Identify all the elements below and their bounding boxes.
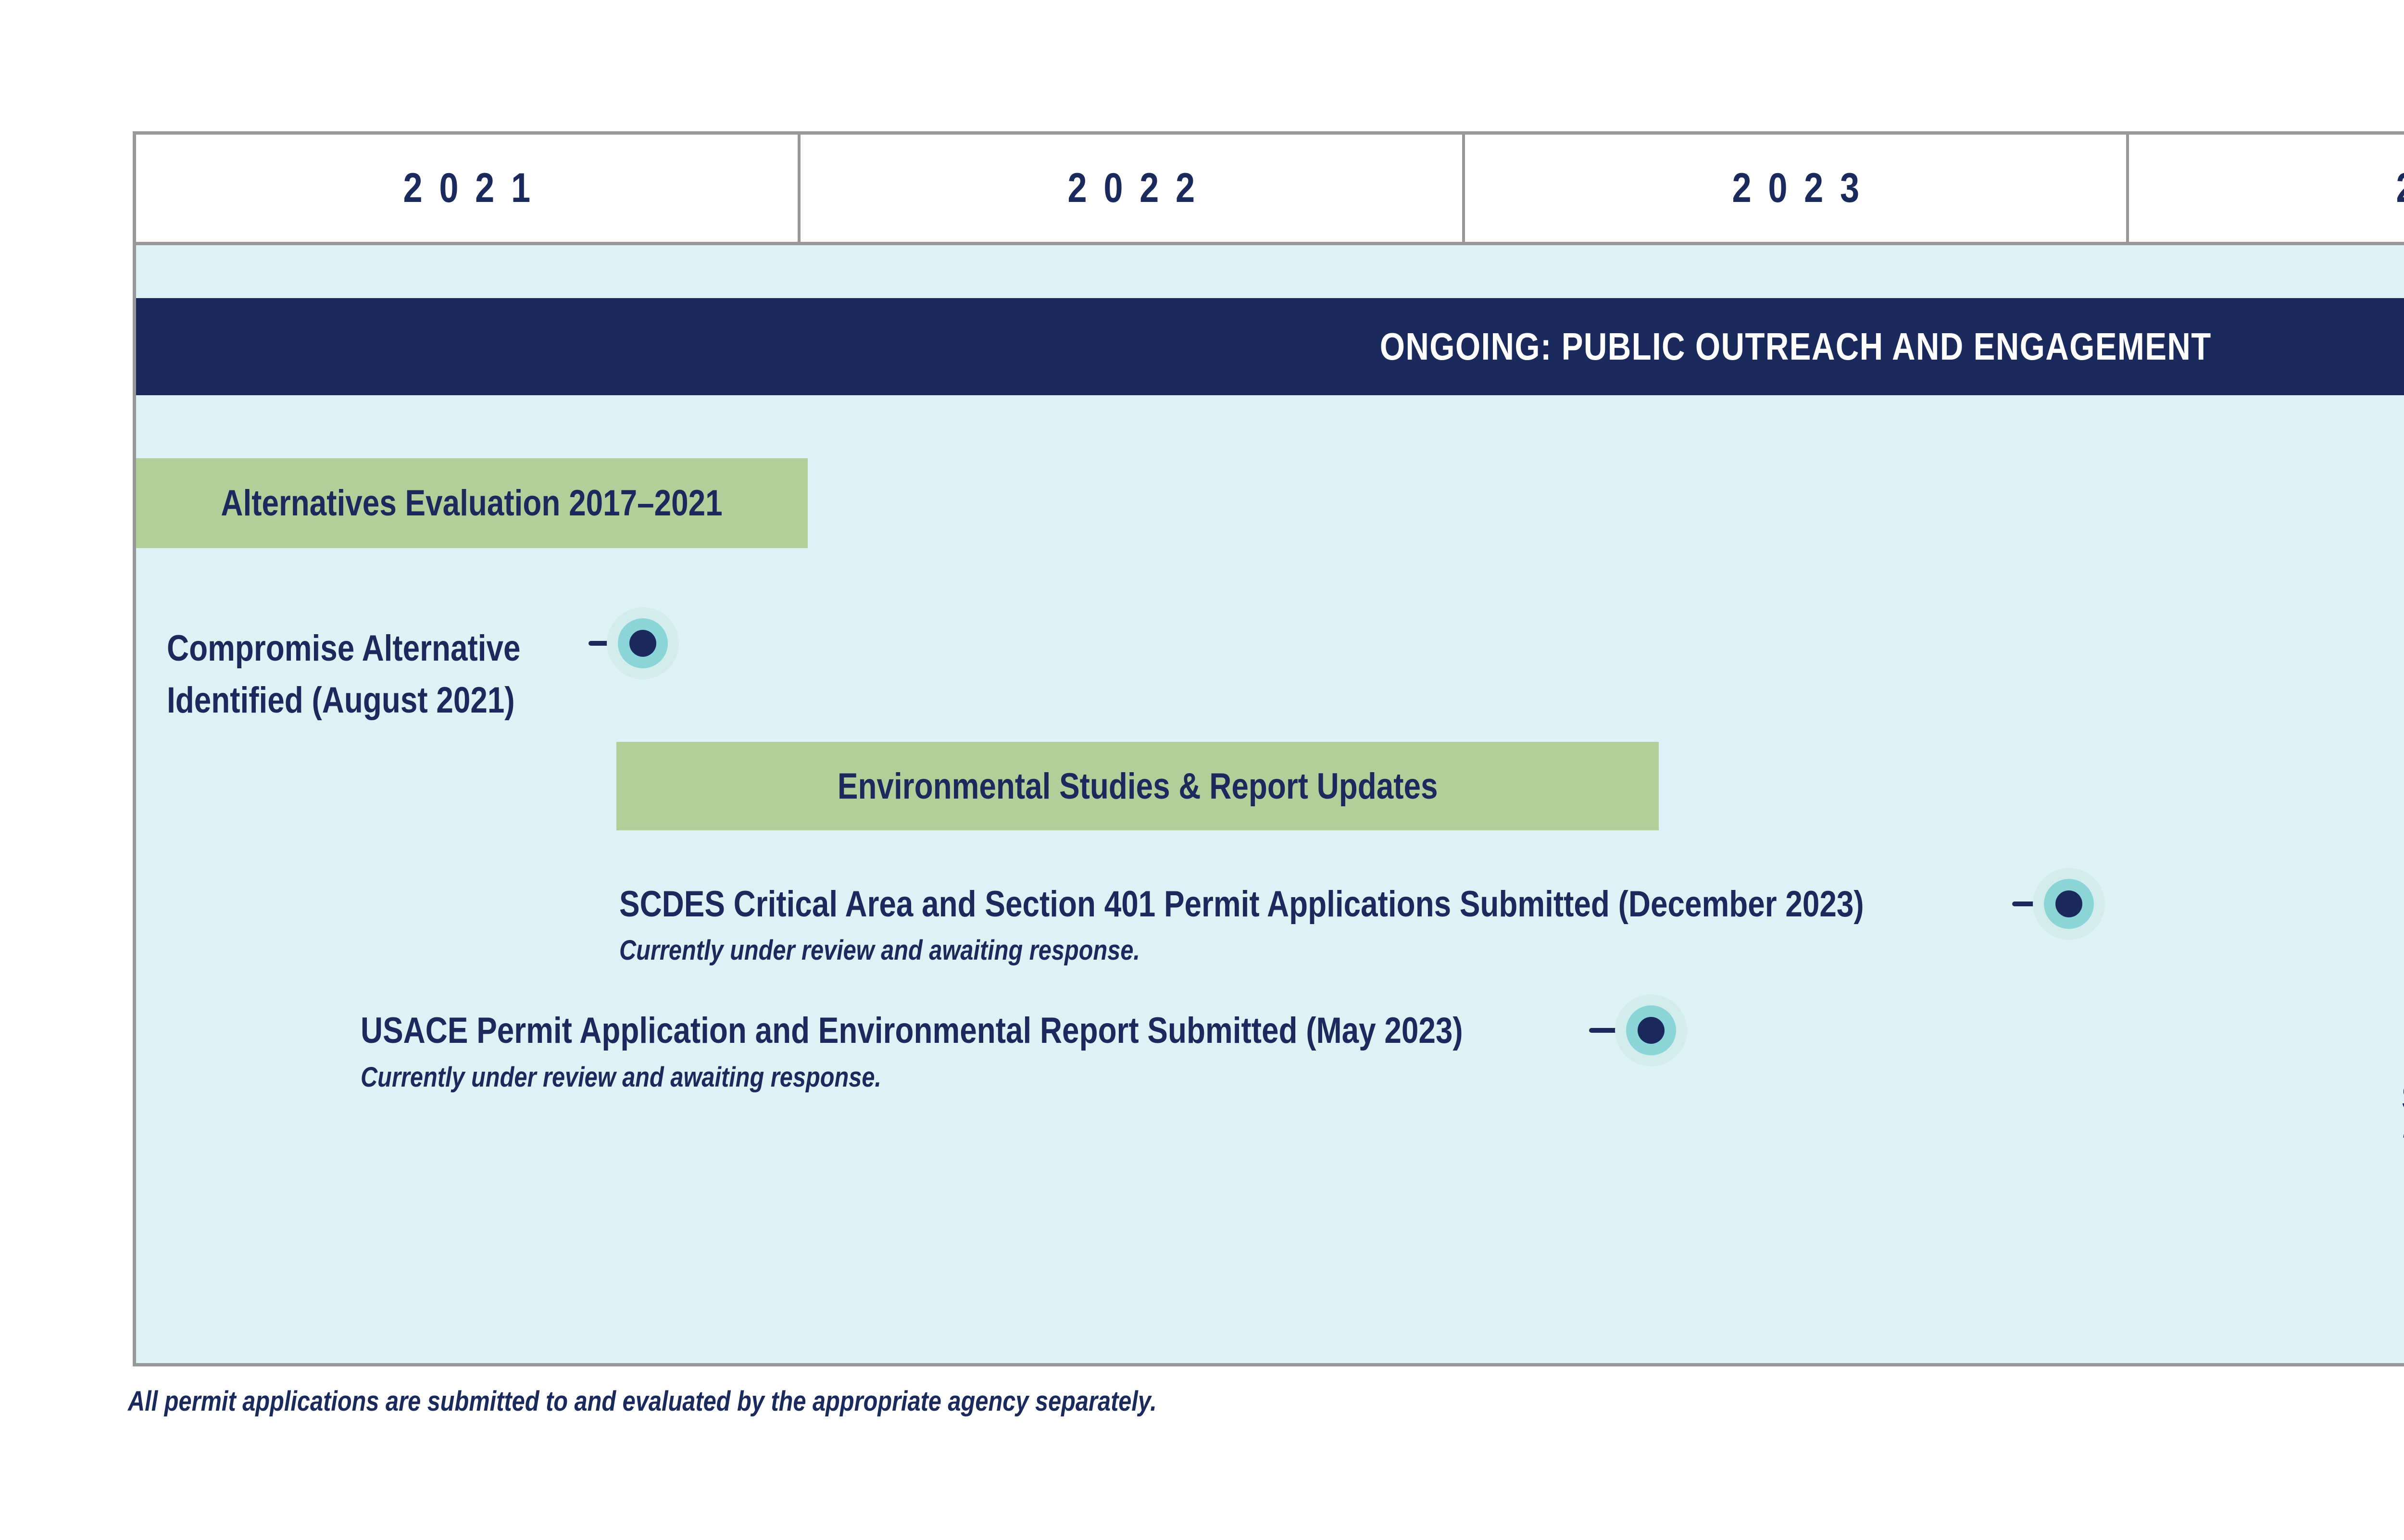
- footnote: All permit applications are submitted to…: [128, 1388, 1352, 1415]
- year-cell-2022: 2022: [797, 135, 1462, 242]
- dot-core: [2055, 890, 2082, 917]
- year-label-2023: 2023: [1732, 165, 1876, 211]
- milestone-scdes401-dot-icon: [2033, 868, 2105, 940]
- ongoing-outreach-banner: ONGOING: PUBLIC OUTREACH AND ENGAGEMENT: [136, 298, 2404, 395]
- bar-alternatives-evaluation-label: Alternatives Evaluation 2017–2021: [221, 483, 723, 524]
- milestone-npdes-note: To be submitted.: [2402, 1131, 2404, 1159]
- milestone-usace-title: USACE Permit Application and Environment…: [361, 1010, 1463, 1051]
- timeline-panel: ONGOING: PUBLIC OUTREACH AND ENGAGEMENT …: [133, 245, 2404, 1366]
- bar-alternatives-evaluation: Alternatives Evaluation 2017–2021: [136, 458, 808, 548]
- year-label-2022: 2022: [1067, 165, 1212, 211]
- milestone-compromise-line1: Compromise Alternative: [167, 628, 521, 669]
- year-cell-2024: 2024: [2126, 135, 2404, 242]
- year-axis-header: 2021 2022 2023 2024 2025: [133, 131, 2404, 245]
- milestone-usace-note: Currently under review and awaiting resp…: [361, 1062, 881, 1093]
- bar-environmental-studies-label: Environmental Studies & Report Updates: [837, 765, 1438, 807]
- year-label-2024: 2024: [2379, 164, 2404, 212]
- milestone-compromise-line2: Identified (August 2021): [167, 680, 515, 721]
- milestone-compromise-title: Compromise Alternative Identified (Augus…: [167, 623, 588, 726]
- dot-core: [1638, 1017, 1665, 1044]
- bar-environmental-studies: Environmental Studies & Report Updates: [616, 742, 1659, 830]
- milestone-usace-dot-icon: [1615, 994, 1687, 1066]
- milestone-compromise-dot-icon: [607, 607, 679, 679]
- ongoing-outreach-banner-label: ONGOING: PUBLIC OUTREACH AND ENGAGEMENT: [1379, 325, 2212, 368]
- year-label-2021: 2021: [403, 165, 547, 211]
- milestone-scdes401-note: Currently under review and awaiting resp…: [619, 935, 1140, 966]
- footnote-text: All permit applications are submitted to…: [128, 1386, 1157, 1417]
- year-cell-2023: 2023: [1462, 135, 2127, 242]
- dot-core: [629, 630, 656, 657]
- milestone-scdes401-title: SCDES Critical Area and Section 401 Perm…: [619, 884, 1864, 925]
- year-cell-2021: 2021: [136, 135, 798, 242]
- milestone-npdes-title: SCDES NPDES-NOI Permit Application (Nove…: [2402, 1080, 2404, 1116]
